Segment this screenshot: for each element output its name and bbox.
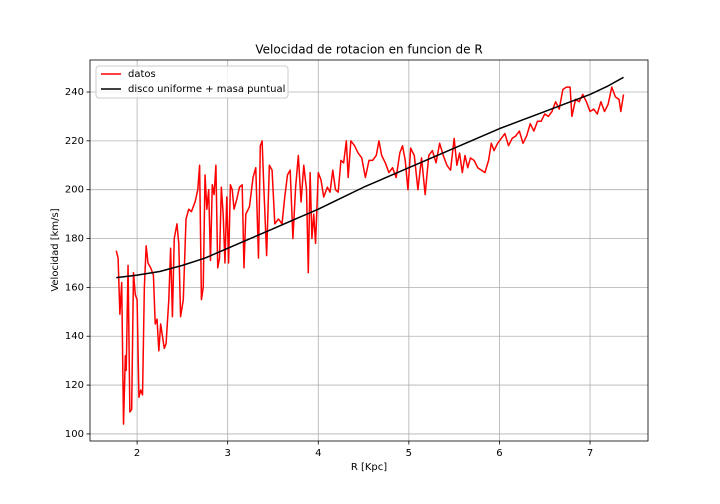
x-tick-label: 3: [225, 448, 231, 459]
y-tick-label: 220: [65, 136, 84, 147]
legend-box: [95, 65, 289, 99]
y-tick-label: 100: [65, 429, 84, 440]
plot-frame: [89, 59, 649, 442]
x-tick-label: 2: [134, 448, 140, 459]
data-line: [116, 76, 624, 279]
y-tick-label: 240: [65, 87, 84, 98]
x-tick-label: 7: [587, 448, 593, 459]
y-tick-label: 120: [65, 380, 84, 391]
y-tick-label: 180: [65, 234, 84, 245]
y-tick-label: 200: [65, 185, 84, 196]
data-line: [115, 86, 625, 425]
y-tick-label: 160: [65, 282, 84, 293]
x-tick-label: 4: [315, 448, 321, 459]
y-axis-label: Velocidad [km/s]: [50, 208, 61, 291]
x-tick-label: 6: [496, 448, 502, 459]
legend-label: disco uniforme + masa puntual: [128, 84, 285, 95]
y-tick-label: 140: [65, 331, 84, 342]
x-tick-label: 5: [406, 448, 412, 459]
chart-title: Velocidad de rotacion en funcion de R: [255, 43, 482, 57]
x-axis-label: R [Kpc]: [351, 462, 387, 473]
legend-label: datos: [128, 69, 156, 80]
